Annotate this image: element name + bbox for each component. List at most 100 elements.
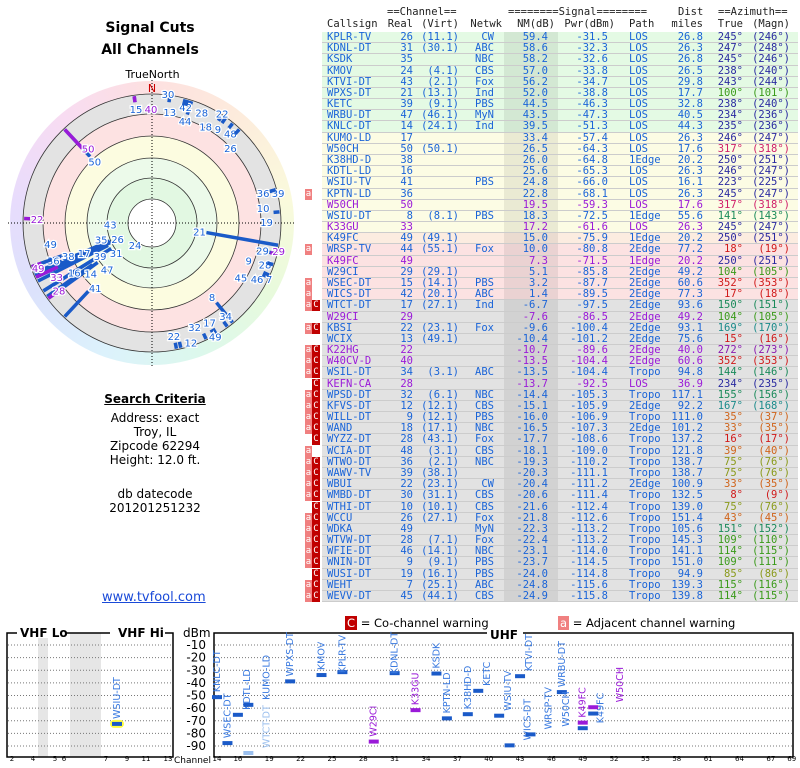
table-row[interactable]: KUMO-LD 17 33.4 -57.4 LOS 26.3 246° (247°)	[322, 131, 798, 144]
x-tick-label: 40	[484, 755, 493, 763]
table-row[interactable]: WRSP-TV 44 (55.1) Fox 10.0 -80.8 2Edge 77.2 18° (…	[322, 243, 798, 256]
table-row[interactable]: K49FC 49 7.3 -71.5 1Edge 20.2 250° (251°)	[322, 255, 798, 267]
y-tick-label: -40	[186, 676, 206, 690]
cell-dist: 93.1	[677, 321, 703, 334]
table-row[interactable]: W40CV-D 40 -13.5 -104.4 2Edge 60.6 352° (353°)	[322, 355, 798, 368]
cell-real: 15	[400, 276, 413, 289]
signal-spoke	[173, 342, 179, 349]
table-row[interactable]: WPXS-DT 21 (13.1) Ind 52.0 -38.8 LOS 17.7 100° (1…	[322, 87, 798, 100]
cell-virt: (6.1)	[427, 388, 459, 401]
cell-nm: -13.5	[516, 355, 548, 368]
table-row[interactable]: WAND 18 (17.1) NBC -16.5 -107.3 2Edge 101.2 33° (…	[322, 422, 798, 435]
co-channel-warning-icon: C	[312, 490, 320, 502]
station-label: K38HD-D	[463, 666, 474, 710]
cell-real: 26	[400, 31, 413, 43]
cell-t: 18°	[724, 243, 743, 256]
cell-m: (273°)	[752, 344, 790, 357]
co-channel-text: = Co-channel warning	[360, 616, 489, 630]
table-row[interactable]: WSEC-DT 15 (14.1) PBS 3.2 -87.7 2Edge 60.6 352° (…	[322, 276, 798, 290]
table-row[interactable]: W50CH 50 19.5 -59.3 LOS 17.6 317° (318°)	[322, 198, 798, 211]
table-row[interactable]: KETC 39 (9.1) PBS 44.5 -46.3 LOS 32.8 238° (240°)	[322, 98, 798, 111]
table-row[interactable]: WUSI-DT 19 (16.1) PBS -24.0 -114.8 Tropo 94.9 85…	[322, 567, 798, 580]
co-channel-warning-icon: C	[312, 523, 320, 535]
cell-pwr: -57.4	[576, 131, 608, 144]
table-row[interactable]: KPTN-LD 36 22.8 -68.1 LOS 26.3 245° (247°)	[322, 187, 798, 200]
signal-marker	[243, 751, 254, 755]
table-row[interactable]: KSDK 35 NBC 58.2 -32.6 LOS 26.8 245° (246°)	[322, 53, 798, 66]
table-row[interactable]: KFVS-DT 12 (12.1) CBS -15.1 -105.9 2Edge 92.2 16…	[322, 400, 798, 413]
table-row[interactable]: WEHT 7 (25.1) ABC -24.8 -115.6 Tropo 139.3 115° (…	[322, 579, 798, 591]
cell-virt: (3.1)	[427, 444, 459, 457]
adjacent-warning-icon: a	[305, 188, 312, 200]
table-row[interactable]: KBSI 22 (23.1) Fox -9.6 -100.4 2Edge 93.1 169° (1…	[322, 321, 798, 334]
cell-path: Tropo	[629, 534, 661, 547]
tvfool-link[interactable]: www.tvfool.com	[102, 590, 206, 605]
cell-m: (318°)	[752, 142, 790, 155]
table-row[interactable]: WDKA 49 MyN -22.3 -113.2 Tropo 105.6 151° (152°)	[322, 522, 798, 536]
signal-marker	[588, 711, 599, 716]
cell-dist: 26.8	[677, 53, 703, 66]
table-row[interactable]: WCCU 26 (27.1) Fox -21.8 -112.6 Tropo 151.4 43° (…	[322, 512, 798, 524]
spoke-channel-label: 40	[145, 105, 158, 116]
table-row[interactable]: K22HG 22 -10.7 -89.6 2Edge 40.0 272° (273°)	[322, 344, 798, 357]
table-row[interactable]: K33GU 33 17.2 -61.6 LOS 26.3 245° (247°)	[322, 221, 798, 234]
table-row[interactable]: WYZZ-DT 28 (43.1) Fox -17.7 -108.6 Tropo 137.2 1…	[322, 433, 798, 446]
cell-dist: 26.3	[677, 187, 703, 200]
x-tick-label: 64	[735, 755, 744, 763]
cell-real: 17	[400, 131, 413, 144]
signal-marker	[368, 739, 379, 744]
table-row[interactable]: KEFN-CA 28 -13.7 -92.5 LOS 36.9 234° (235°)	[322, 378, 798, 390]
cell-path: LOS	[629, 198, 648, 211]
table-row[interactable]: WSIU-TV 41 PBS 24.8 -66.0 LOS 16.1 223° (225°)	[322, 176, 798, 189]
cell-t: 114°	[717, 545, 743, 558]
table-row[interactable]: WEVV-DT 45 (44.1) CBS -24.9 -115.8 Tropo 139.8 1…	[322, 590, 798, 603]
table-row[interactable]: KDTL-LD 16 25.6 -65.3 LOS 26.3 246° (247°)	[322, 165, 798, 178]
table-row[interactable]: WRBU-DT 47 (46.1) MyN 43.5 -47.3 LOS 40.5 234° (2…	[322, 109, 798, 122]
cell-nm: -20.6	[516, 489, 548, 502]
table-row[interactable]: W50CH 50 (50.1) 26.5 -64.3 LOS 17.6 317° (318°)	[322, 142, 798, 155]
cell-real: 28	[400, 433, 413, 446]
cell-dist: 26.5	[677, 64, 703, 77]
header-callsign: Callsign	[327, 18, 378, 30]
cell-path: Tropo	[629, 567, 661, 580]
table-row[interactable]: WAWV-TV 39 (38.1) -20.3 -111.1 Tropo 138.7 75° (…	[322, 467, 798, 480]
table-row[interactable]: WSIL-DT 34 (3.1) ABC -13.5 -104.4 Tropo 94.8 144…	[322, 366, 798, 379]
table-row[interactable]: WMBD-DT 30 (31.1) CBS -20.6 -111.4 Tropo 132.5 8…	[322, 489, 798, 502]
cell-net: MyN	[475, 522, 494, 535]
table-row[interactable]: WPSD-DT 32 (6.1) NBC -14.4 -105.3 Tropo 117.1 15…	[322, 388, 798, 401]
cell-net: Fox	[475, 321, 494, 334]
cell-net: ABC	[475, 288, 494, 301]
table-row[interactable]: KPLR-TV 26 (11.1) CW 59.4 -31.5 LOS 26.8 245° (24…	[322, 31, 798, 44]
table-row[interactable]: WFIE-DT 46 (14.1) NBC -23.1 -114.0 Tropo 141.1 1…	[322, 545, 798, 558]
adjacent-warning-icon: a	[305, 367, 312, 379]
table-row[interactable]: WTWO-DT 36 (2.1) NBC -19.3 -110.2 Tropo 138.7 75…	[322, 456, 798, 469]
y-tick-label: -50	[186, 689, 206, 703]
table-row[interactable]: WBUI 22 (23.1) CW -20.4 -111.2 2Edge 100.9 33° (3…	[322, 478, 798, 491]
table-row[interactable]: KTVI-DT 43 (2.1) Fox 56.2 -34.7 LOS 29.8 243° (24…	[322, 76, 798, 88]
cell-path: Tropo	[629, 545, 661, 558]
cell-t: 223°	[717, 176, 743, 189]
table-row[interactable]: KMOV 24 (4.1) CBS 57.0 -33.8 LOS 26.5 238° (240°)	[322, 64, 798, 77]
table-row[interactable]: WTHI-DT 10 (10.1) CBS -21.6 -112.4 Tropo 139.0 7…	[322, 501, 798, 513]
table-row[interactable]: WCIA-DT 48 (3.1) CBS -18.1 -109.0 Tropo 121.8 39…	[322, 444, 798, 457]
table-row[interactable]: WICS-DT 42 (20.1) ABC 1.4 -89.5 2Edge 77.3 17° (1…	[322, 288, 798, 301]
co-channel-warning-icon: C	[312, 468, 320, 480]
cell-nm: -16.5	[516, 422, 548, 435]
table-row[interactable]: WTVW-DT 28 (7.1) Fox -22.4 -113.2 Tropo 145.3 10…	[322, 534, 798, 547]
cell-real: 45	[400, 590, 413, 602]
cell-net: PBS	[475, 176, 494, 189]
cell-path: 2Edge	[629, 332, 661, 345]
table-row[interactable]: WNIN-DT 9 (9.1) PBS -23.7 -114.5 Tropo 151.0 109…	[322, 556, 798, 569]
station-label: KPTN-LD	[442, 672, 453, 713]
table-row[interactable]: WCIX 13 (49.1) -10.4 -101.2 2Edge 75.6 15° (16°)	[322, 332, 798, 346]
table-row[interactable]: WSIU-DT 8 (8.1) PBS 18.3 -72.5 1Edge 55.6 141° (1…	[322, 210, 798, 223]
table-row[interactable]: KNLC-DT 14 (24.1) Ind 39.5 -51.3 LOS 44.3 235° (2…	[322, 120, 798, 133]
table-row[interactable]: W29CI 29 -7.6 -86.5 2Edge 49.2 104° (105°)	[322, 311, 798, 323]
table-row[interactable]: K49FC 49 (49.1) 15.0 -75.9 1Edge 20.2 250° (251°…	[322, 232, 798, 245]
table-row[interactable]: WILL-DT 9 (12.1) PBS -16.0 -106.9 Tropo 111.0 35…	[322, 411, 798, 424]
table-row[interactable]: W29CI 29 (29.1) 5.1 -85.8 2Edge 49.2 104° (105°)	[322, 266, 798, 278]
table-row[interactable]: WTCT-DT 17 (27.1) Ind -6.7 -97.5 2Edge 93.6 150°…	[322, 299, 798, 312]
table-row[interactable]: K38HD-D 38 26.0 -64.8 1Edge 20.2 250° (251°)	[322, 154, 798, 167]
table-row[interactable]: KDNL-DT 31 (30.1) ABC 58.6 -32.3 LOS 26.3 247° (2…	[322, 42, 798, 55]
cell-net: CW	[481, 31, 494, 43]
